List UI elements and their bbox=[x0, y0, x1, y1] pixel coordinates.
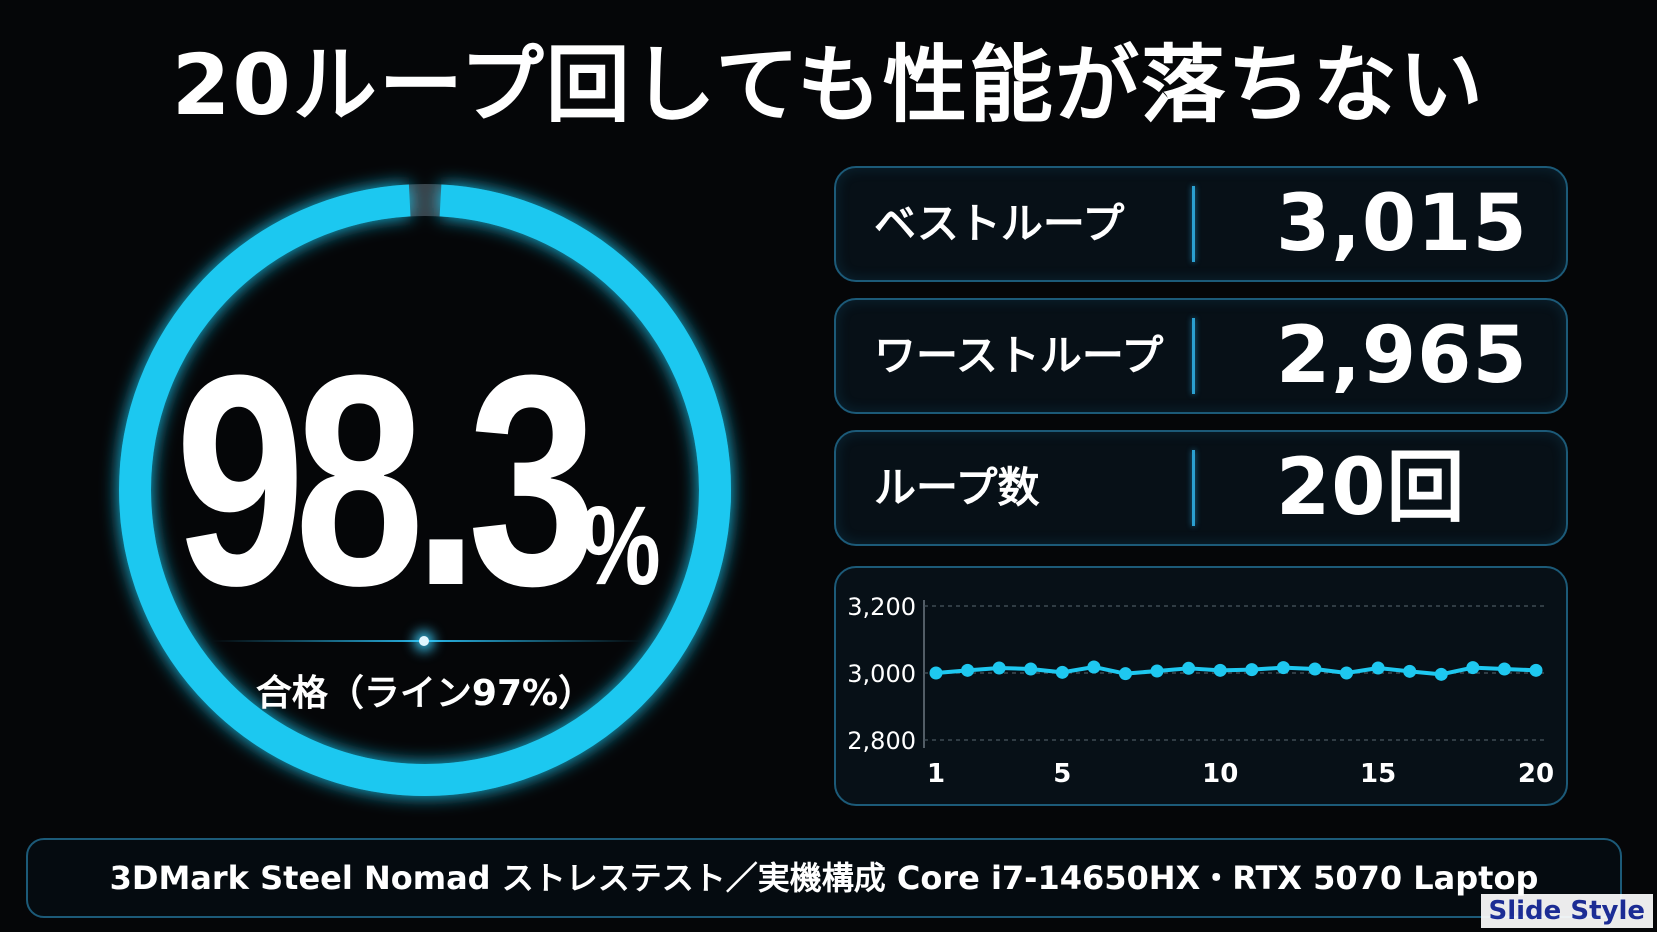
pass-caption: 合格（ライン97%） bbox=[255, 673, 595, 714]
x-tick-label: 5 bbox=[1053, 759, 1071, 789]
data-point bbox=[1055, 665, 1069, 679]
data-point bbox=[1403, 664, 1417, 678]
score-value: 98.3 % bbox=[175, 330, 700, 650]
watermark: Slide Style bbox=[1480, 894, 1653, 928]
stat-card-worst: ワーストループ 2,965 bbox=[834, 298, 1568, 414]
data-point bbox=[961, 663, 975, 677]
data-point bbox=[992, 661, 1006, 675]
glow-dot bbox=[419, 636, 429, 646]
footer-note: 3DMark Steel Nomad ストレステスト／実機構成 Core i7-… bbox=[26, 838, 1622, 918]
data-point bbox=[1182, 661, 1196, 675]
data-point bbox=[1466, 661, 1480, 675]
data-point bbox=[1213, 663, 1227, 677]
x-tick-label: 20 bbox=[1518, 759, 1554, 789]
stat-label: ループ数 bbox=[874, 463, 1040, 512]
stat-divider bbox=[1192, 186, 1195, 262]
data-point bbox=[1434, 667, 1448, 681]
data-point bbox=[1308, 662, 1322, 676]
loop-score-chart-card: 2,800 3,000 3,200 1 5 10 15 20 bbox=[834, 566, 1568, 806]
stat-card-loops: ループ数 20回 bbox=[834, 430, 1568, 546]
stat-divider bbox=[1192, 450, 1195, 526]
x-tick-label: 15 bbox=[1360, 759, 1396, 789]
data-point bbox=[1024, 662, 1038, 676]
stat-card-best: ベストループ 3,015 bbox=[834, 166, 1568, 282]
y-tick-label: 3,200 bbox=[847, 593, 916, 621]
data-point bbox=[929, 666, 943, 680]
data-point bbox=[1371, 661, 1385, 675]
data-point bbox=[1276, 661, 1290, 675]
x-tick-label: 10 bbox=[1202, 759, 1238, 789]
stat-divider bbox=[1192, 318, 1195, 394]
stat-value: 20回 bbox=[1276, 443, 1466, 533]
data-point bbox=[1340, 666, 1354, 680]
stat-value: 2,965 bbox=[1276, 311, 1528, 401]
page-title: 20ループ回しても性能が落ちない bbox=[171, 36, 1486, 134]
stat-label: ワーストループ bbox=[874, 331, 1164, 380]
x-tick-label: 1 bbox=[927, 759, 945, 789]
stat-label: ベストループ bbox=[874, 199, 1125, 248]
data-point bbox=[1497, 662, 1511, 676]
y-tick-label: 2,800 bbox=[847, 727, 916, 755]
data-point bbox=[1087, 660, 1101, 674]
score-unit: % bbox=[581, 483, 661, 608]
data-point bbox=[1150, 664, 1164, 678]
score-number: 98.3 bbox=[175, 312, 598, 648]
data-point bbox=[1529, 663, 1543, 677]
stat-value: 3,015 bbox=[1276, 179, 1528, 269]
gauge-progress-arc bbox=[119, 184, 731, 796]
data-point bbox=[1118, 667, 1132, 681]
y-tick-label: 3,000 bbox=[847, 660, 916, 688]
percentage-ring-gauge bbox=[119, 184, 731, 796]
data-point bbox=[1245, 663, 1259, 677]
